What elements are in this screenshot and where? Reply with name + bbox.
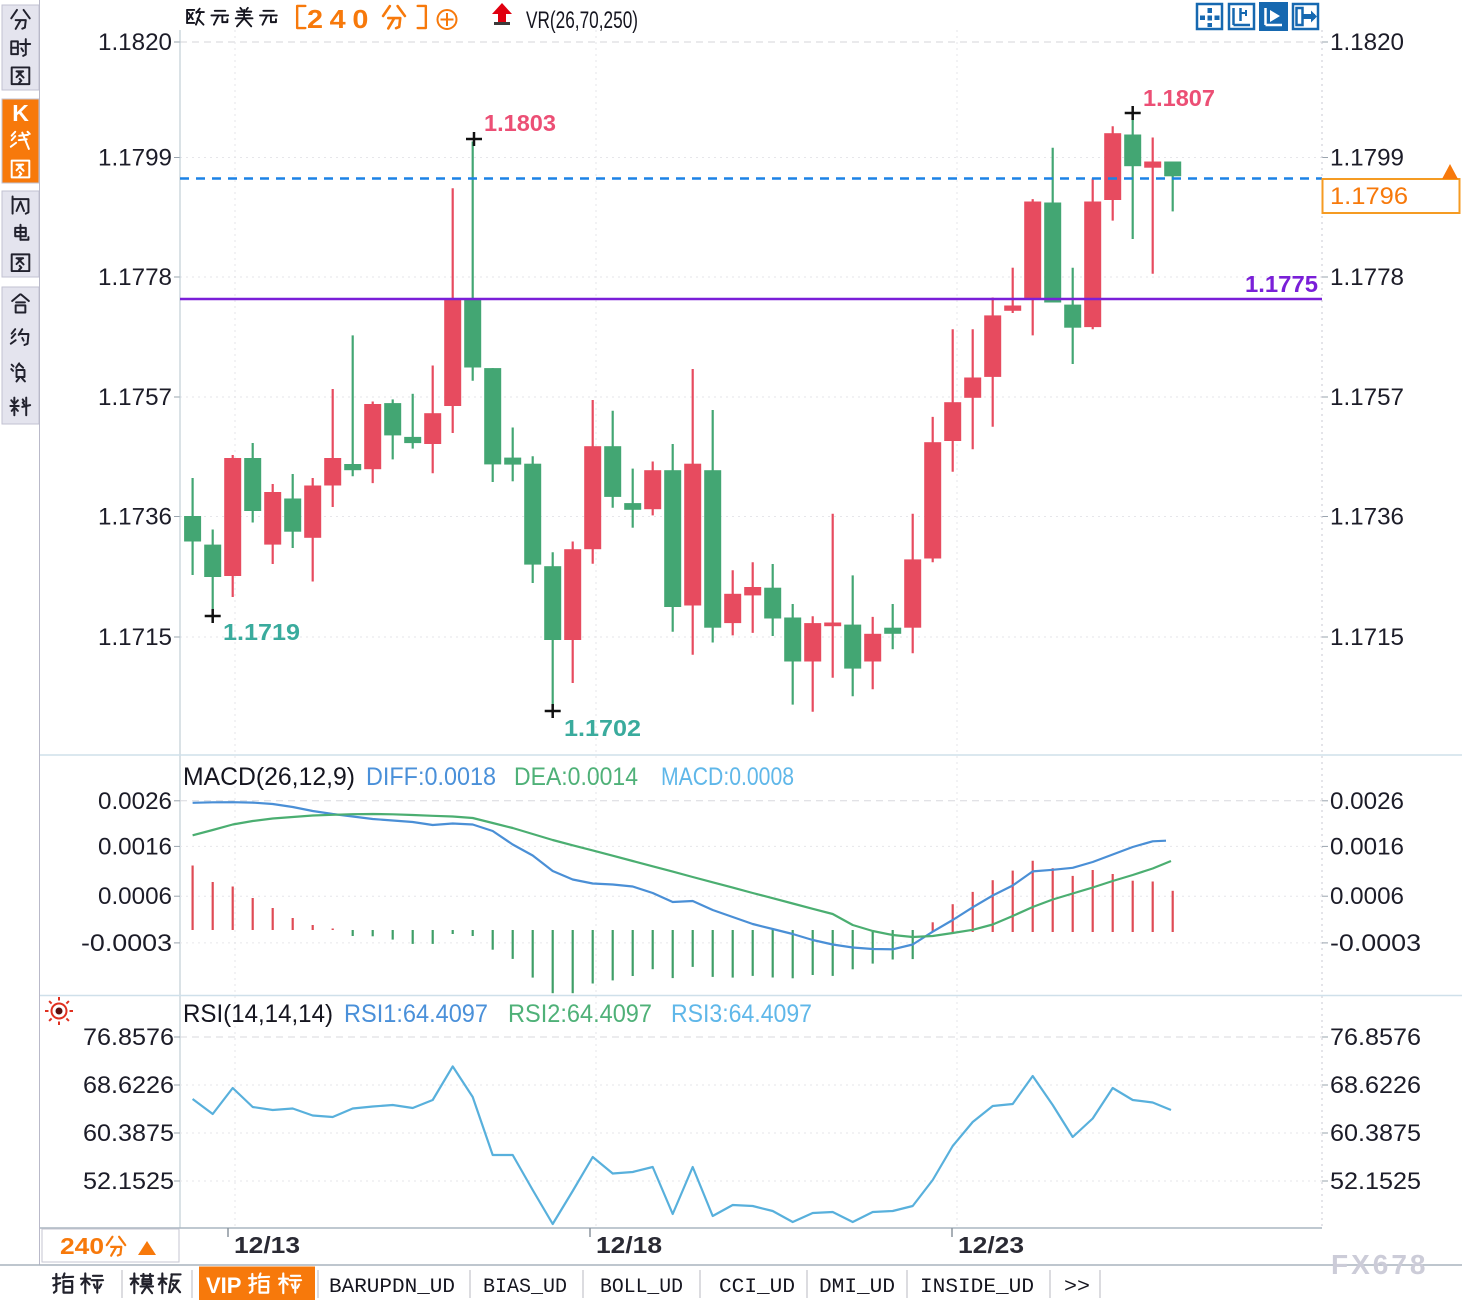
svg-text:12/18: 12/18 xyxy=(596,1232,662,1258)
svg-text:K: K xyxy=(12,100,29,126)
svg-text:-0.0003: -0.0003 xyxy=(81,930,172,957)
svg-text:FX678: FX678 xyxy=(1331,1249,1429,1280)
svg-text:-0.0003: -0.0003 xyxy=(1330,930,1421,957)
svg-text:12/13: 12/13 xyxy=(234,1232,300,1258)
svg-text:0.0006: 0.0006 xyxy=(98,883,172,910)
svg-text:76.8576: 76.8576 xyxy=(1330,1024,1421,1051)
svg-text:0.0026: 0.0026 xyxy=(98,788,172,815)
svg-text:1.1803: 1.1803 xyxy=(484,110,556,136)
svg-text:MACD:0.0008: MACD:0.0008 xyxy=(661,763,794,791)
svg-text:76.8576: 76.8576 xyxy=(83,1024,174,1051)
svg-text:BIAS_UD: BIAS_UD xyxy=(483,1276,567,1299)
svg-text:60.3875: 60.3875 xyxy=(83,1120,174,1147)
svg-text:1.1715: 1.1715 xyxy=(98,624,172,651)
svg-text:1.1757: 1.1757 xyxy=(1330,384,1404,411)
svg-text:INSIDE_UD: INSIDE_UD xyxy=(920,1276,1034,1299)
svg-text:1.1820: 1.1820 xyxy=(98,29,172,56)
svg-text:RSI(14,14,14): RSI(14,14,14) xyxy=(183,1000,333,1028)
svg-text:0.0016: 0.0016 xyxy=(1330,833,1404,860)
svg-text:52.1525: 52.1525 xyxy=(83,1168,174,1195)
svg-text:DMI_UD: DMI_UD xyxy=(819,1276,895,1299)
svg-text:1.1715: 1.1715 xyxy=(1330,624,1404,651)
svg-text:1.1796: 1.1796 xyxy=(1330,183,1408,210)
svg-text:MACD(26,12,9): MACD(26,12,9) xyxy=(183,763,355,791)
svg-text:BARUPDN_UD: BARUPDN_UD xyxy=(329,1276,455,1299)
svg-text:DEA:0.0014: DEA:0.0014 xyxy=(514,763,638,791)
svg-text:1.1807: 1.1807 xyxy=(1143,85,1215,111)
svg-text:DIFF:0.0018: DIFF:0.0018 xyxy=(366,763,496,791)
svg-text:1.1702: 1.1702 xyxy=(564,715,641,741)
svg-text:VR(26,70,250): VR(26,70,250) xyxy=(526,7,638,34)
svg-text:1.1799: 1.1799 xyxy=(98,145,172,172)
svg-text:1.1799: 1.1799 xyxy=(1330,145,1404,172)
svg-text:1.1778: 1.1778 xyxy=(98,264,172,291)
svg-text:240: 240 xyxy=(60,1233,104,1259)
svg-text:0.0016: 0.0016 xyxy=(98,833,172,860)
svg-text:BOLL_UD: BOLL_UD xyxy=(600,1276,683,1299)
svg-text:52.1525: 52.1525 xyxy=(1330,1168,1421,1195)
svg-text:60.3875: 60.3875 xyxy=(1330,1120,1421,1147)
svg-text:1.1778: 1.1778 xyxy=(1330,264,1404,291)
svg-text:68.6226: 68.6226 xyxy=(1330,1072,1421,1099)
svg-text:1.1736: 1.1736 xyxy=(98,504,172,531)
svg-text:RSI3:64.4097: RSI3:64.4097 xyxy=(671,1000,812,1028)
svg-text:RSI1:64.4097: RSI1:64.4097 xyxy=(344,1000,488,1028)
svg-text:>>: >> xyxy=(1064,1276,1090,1299)
svg-text:RSI2:64.4097: RSI2:64.4097 xyxy=(508,1000,652,1028)
svg-text:VIP: VIP xyxy=(206,1273,241,1298)
svg-text:CCI_UD: CCI_UD xyxy=(719,1276,795,1299)
svg-text:1.1736: 1.1736 xyxy=(1330,504,1404,531)
svg-text:240: 240 xyxy=(307,4,375,34)
svg-text:12/23: 12/23 xyxy=(958,1232,1024,1258)
svg-text:1.1775: 1.1775 xyxy=(1245,271,1318,297)
svg-text:1.1719: 1.1719 xyxy=(223,619,300,645)
svg-text:0.0006: 0.0006 xyxy=(1330,883,1404,910)
svg-text:1.1757: 1.1757 xyxy=(98,384,172,411)
svg-text:1.1820: 1.1820 xyxy=(1330,29,1404,56)
svg-text:68.6226: 68.6226 xyxy=(83,1072,174,1099)
svg-text:0.0026: 0.0026 xyxy=(1330,788,1404,815)
